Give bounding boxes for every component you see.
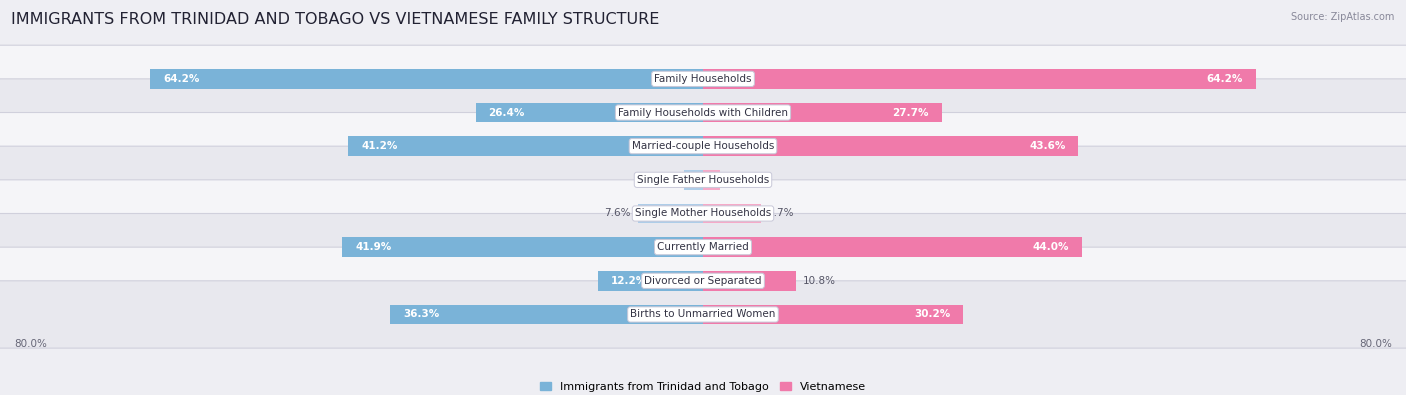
FancyBboxPatch shape	[0, 146, 1406, 213]
FancyBboxPatch shape	[0, 79, 1406, 146]
Bar	[703, 69, 1256, 88]
Text: 6.7%: 6.7%	[768, 209, 794, 218]
Legend: Immigrants from Trinidad and Tobago, Vietnamese: Immigrants from Trinidad and Tobago, Vie…	[536, 378, 870, 395]
Text: 64.2%: 64.2%	[1206, 74, 1243, 84]
Text: 7.6%: 7.6%	[605, 209, 631, 218]
Text: Births to Unmarried Women: Births to Unmarried Women	[630, 309, 776, 320]
Bar	[475, 103, 703, 122]
Text: 26.4%: 26.4%	[488, 107, 524, 118]
Text: 36.3%: 36.3%	[404, 309, 440, 320]
Text: Source: ZipAtlas.com: Source: ZipAtlas.com	[1291, 12, 1395, 22]
FancyBboxPatch shape	[0, 213, 1406, 281]
FancyBboxPatch shape	[0, 281, 1406, 348]
Text: 27.7%: 27.7%	[893, 107, 928, 118]
Bar	[342, 237, 703, 257]
Text: Family Households with Children: Family Households with Children	[619, 107, 787, 118]
Text: 80.0%: 80.0%	[14, 339, 46, 349]
Bar	[150, 69, 703, 88]
FancyBboxPatch shape	[0, 113, 1406, 180]
Text: Single Father Households: Single Father Households	[637, 175, 769, 185]
Text: 64.2%: 64.2%	[163, 74, 200, 84]
Text: Family Households: Family Households	[654, 74, 752, 84]
Bar	[685, 170, 703, 190]
Text: Single Mother Households: Single Mother Households	[636, 209, 770, 218]
Text: Married-couple Households: Married-couple Households	[631, 141, 775, 151]
Text: Currently Married: Currently Married	[657, 242, 749, 252]
Text: 80.0%: 80.0%	[1360, 339, 1392, 349]
Bar	[703, 103, 942, 122]
Bar	[703, 136, 1078, 156]
Text: 43.6%: 43.6%	[1029, 141, 1066, 151]
FancyBboxPatch shape	[0, 45, 1406, 113]
Bar	[637, 204, 703, 223]
Bar	[703, 271, 796, 291]
Bar	[349, 136, 703, 156]
Bar	[703, 237, 1083, 257]
Bar	[598, 271, 703, 291]
FancyBboxPatch shape	[0, 180, 1406, 247]
Bar	[391, 305, 703, 324]
FancyBboxPatch shape	[0, 247, 1406, 314]
Bar	[703, 305, 963, 324]
Text: 30.2%: 30.2%	[914, 309, 950, 320]
Text: 44.0%: 44.0%	[1032, 242, 1069, 252]
Text: IMMIGRANTS FROM TRINIDAD AND TOBAGO VS VIETNAMESE FAMILY STRUCTURE: IMMIGRANTS FROM TRINIDAD AND TOBAGO VS V…	[11, 12, 659, 27]
Text: 12.2%: 12.2%	[610, 276, 647, 286]
Text: 41.2%: 41.2%	[361, 141, 398, 151]
Bar	[703, 170, 720, 190]
Text: 2.2%: 2.2%	[651, 175, 678, 185]
Bar	[703, 204, 761, 223]
Text: 10.8%: 10.8%	[803, 276, 837, 286]
Text: 2.0%: 2.0%	[727, 175, 754, 185]
Text: 41.9%: 41.9%	[356, 242, 391, 252]
Text: Divorced or Separated: Divorced or Separated	[644, 276, 762, 286]
